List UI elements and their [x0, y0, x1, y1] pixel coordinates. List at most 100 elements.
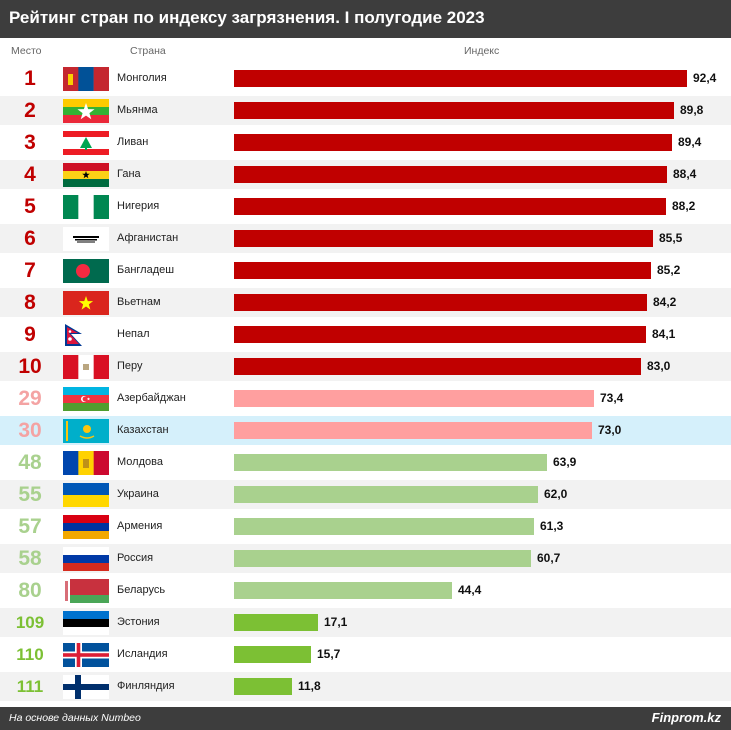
bar: [234, 486, 538, 503]
rank-label: 4: [24, 163, 36, 186]
flag-belarus-icon: [63, 579, 109, 603]
chart-row: 1 Монголия 92,4: [0, 64, 731, 93]
value-label: 44,4: [458, 583, 482, 597]
bar: [234, 358, 641, 375]
rank-label: 111: [16, 677, 44, 696]
chart-row: 57 Армения 61,3: [0, 512, 731, 541]
chart-row: 7 Бангладеш 85,2: [0, 256, 731, 285]
bar: [234, 70, 687, 87]
bar: [234, 102, 674, 119]
value-label: 89,8: [680, 103, 704, 117]
rank-label: 80: [18, 579, 42, 602]
value-label: 63,9: [553, 455, 577, 469]
bar: [234, 614, 318, 631]
country-label: Молдова: [117, 456, 163, 468]
bar: [234, 454, 547, 471]
bar: [234, 518, 534, 535]
bar: [234, 166, 667, 183]
value-label: 88,4: [673, 167, 697, 181]
country-label: Россия: [117, 552, 154, 564]
chart-row: 2 Мьянма 89,8: [0, 96, 731, 125]
country-label: Гана: [117, 168, 141, 180]
column-header-rank: Место: [11, 45, 42, 57]
chart-row: 6 Афганистан 85,5: [0, 224, 731, 253]
flag-armenia-icon: [63, 515, 109, 539]
rank-label: 29: [18, 387, 42, 410]
value-label: 84,2: [653, 295, 677, 309]
value-label: 85,5: [659, 231, 683, 245]
country-label: Мьянма: [117, 104, 158, 116]
bar: [234, 262, 651, 279]
flag-estonia-icon: [63, 611, 109, 635]
value-label: 84,1: [652, 327, 676, 341]
value-label: 73,4: [600, 391, 624, 405]
value-label: 61,3: [540, 519, 564, 533]
flag-afghanistan-icon: [63, 227, 109, 251]
bar: [234, 550, 531, 567]
chart-row: 29 Азербайджан 73,4: [0, 384, 731, 413]
country-label: Армения: [117, 520, 163, 532]
rank-label: 30: [18, 419, 42, 442]
flag-myanmar-icon: [63, 99, 109, 123]
country-label: Афганистан: [117, 232, 179, 244]
rank-label: 57: [18, 515, 42, 538]
chart-title: Рейтинг стран по индексу загрязнения. I …: [9, 8, 485, 27]
chart-row: 55 Украина 62,0: [0, 480, 731, 509]
rank-label: 2: [24, 99, 36, 122]
country-label: Непал: [117, 328, 150, 340]
bar: [234, 390, 594, 407]
value-label: 11,8: [298, 679, 321, 693]
country-label: Азербайджан: [117, 392, 186, 404]
footer-brand: Finprom.kz: [651, 710, 721, 725]
rank-label: 9: [24, 323, 36, 346]
bar: [234, 134, 672, 151]
value-label: 73,0: [598, 423, 622, 437]
country-label: Ливан: [117, 136, 149, 148]
rank-label: 3: [24, 131, 36, 154]
column-header-index: Индекс: [464, 45, 500, 57]
rank-label: 48: [18, 451, 42, 474]
chart-row: 5 Нигерия 88,2: [0, 192, 731, 221]
flag-russia-icon: [63, 547, 109, 571]
chart-row: 4 Гана 88,4: [0, 160, 731, 189]
flag-azerbaijan-icon: [63, 387, 109, 411]
flag-vietnam-icon: [63, 291, 109, 315]
bar: [234, 678, 292, 695]
chart-row: 80 Беларусь 44,4: [0, 576, 731, 605]
rank-label: 110: [16, 645, 44, 664]
rank-label: 7: [24, 259, 36, 282]
rank-label: 10: [18, 355, 42, 378]
country-label: Монголия: [117, 72, 167, 84]
bar: [234, 198, 666, 215]
flag-finland-icon: [63, 675, 109, 699]
flag-mongolia-icon: [63, 67, 109, 91]
country-label: Финляндия: [117, 680, 175, 692]
country-label: Эстония: [117, 616, 160, 628]
bar: [234, 326, 646, 343]
country-label: Украина: [117, 488, 159, 500]
flag-ukraine-icon: [63, 483, 109, 507]
bar: [234, 230, 653, 247]
rank-label: 6: [24, 227, 36, 250]
flag-bangladesh-icon: [63, 259, 109, 283]
flag-peru-icon: [63, 355, 109, 379]
country-label: Казахстан: [117, 424, 169, 436]
column-header-country: Страна: [130, 45, 166, 57]
bar: [234, 422, 592, 439]
flag-lebanon-icon: [63, 131, 109, 155]
flag-moldova-icon: [63, 451, 109, 475]
bar: [234, 582, 452, 599]
value-label: 60,7: [537, 551, 561, 565]
chart-row: 111 Финляндия 11,8: [0, 672, 731, 701]
country-label: Исландия: [117, 648, 168, 660]
value-label: 62,0: [544, 487, 568, 501]
chart-row: 3 Ливан 89,4: [0, 128, 731, 157]
value-label: 17,1: [324, 615, 348, 629]
rank-label: 5: [24, 195, 36, 218]
flag-kazakhstan-icon: [63, 419, 109, 443]
value-label: 88,2: [672, 199, 696, 213]
chart-row: 48 Молдова 63,9: [0, 448, 731, 477]
footer-source: На основе данных Numbeo: [9, 712, 141, 724]
chart-row: 109 Эстония 17,1: [0, 608, 731, 637]
